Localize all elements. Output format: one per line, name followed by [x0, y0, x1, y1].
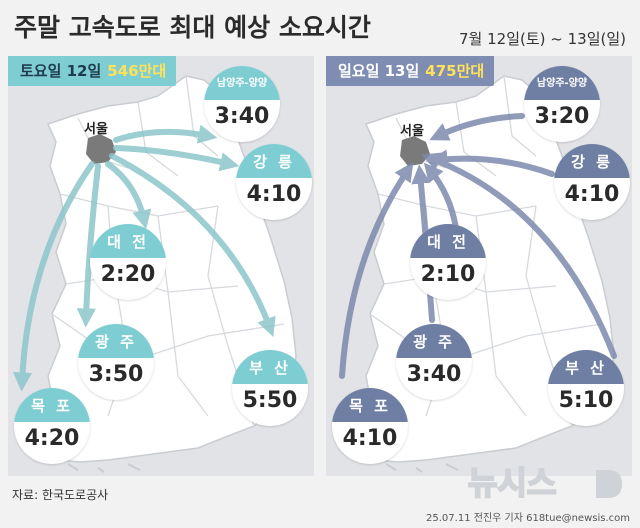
seoul-marker [86, 134, 116, 164]
route-arrow-busan [421, 152, 617, 359]
route-arrow-gangneung [113, 145, 240, 172]
badge-time: 2:20 [100, 262, 156, 287]
logo-mark [596, 470, 622, 498]
route-arrow-mokpo [339, 162, 414, 379]
badge-gangneung: 강 릉 4:10 [236, 144, 312, 220]
route-arrow-gangneung [428, 149, 555, 177]
badge-city: 부 산 [232, 350, 308, 384]
route-arrow-daejeon [423, 162, 459, 231]
badge-time: 2:10 [420, 262, 476, 287]
credit-line: 25.07.11 전진우 기자 618tue@newsis.com [426, 513, 630, 524]
badge-busan: 부 산 5:50 [232, 350, 308, 426]
badge-time: 3:40 [406, 362, 462, 387]
badge-time: 4:20 [24, 426, 80, 451]
badge-time: 4:10 [342, 426, 398, 451]
route-arrow-mokpo [12, 161, 95, 392]
badge-time: 3:20 [534, 104, 590, 129]
sunday-header: 일요일 13일 475만대 [326, 56, 495, 86]
badge-yangyang: 남양주-양양 3:40 [204, 66, 280, 142]
badge-daejeon: 대 전 2:10 [410, 224, 486, 300]
saturday-traffic: 546만대 [107, 62, 167, 80]
page-title: 주말 고속도로 최대 예상 소요시간 [14, 13, 371, 42]
badge-gwangju: 광 주 3:40 [396, 324, 472, 400]
badge-gangneung: 강 릉 4:10 [554, 144, 630, 220]
badge-busan: 부 산 5:10 [548, 350, 624, 426]
badge-time: 3:40 [214, 104, 270, 129]
badge-mokpo: 목 포 4:10 [332, 388, 408, 464]
badge-time: 5:10 [558, 388, 614, 413]
route-arrow-yangyang [113, 124, 218, 144]
source-note: 자료: 한국도로공사 [12, 488, 109, 502]
badge-yangyang: 남양주-양양 3:20 [524, 66, 600, 142]
sunday-panel: 일요일 13일 475만대 서울 남양주-양양 3:20 강 릉 4:10 대 전… [326, 56, 632, 476]
saturday-label: 토요일 12일 [20, 62, 102, 80]
badge-time: 5:50 [242, 388, 298, 413]
date-range: 7월 12일(토) ~ 13일(일) [459, 30, 626, 48]
seoul-label: 서울 [400, 124, 424, 139]
sunday-label: 일요일 13일 [338, 62, 420, 80]
seoul-label: 서울 [84, 122, 108, 137]
route-arrow-daejeon [105, 161, 152, 230]
badge-gwangju: 광 주 3:50 [78, 324, 154, 400]
saturday-panel: 토요일 12일 546만대 서울 남양주-양양 3:40 강 릉 4:10 대 전… [8, 56, 314, 476]
route-arrow-yangyang [429, 113, 525, 141]
route-arrow-busan [109, 153, 276, 337]
route-arrow-gwangju [76, 163, 101, 328]
badge-time: 3:50 [88, 362, 144, 387]
badge-daejeon: 대 전 2:20 [90, 224, 166, 300]
badge-time: 4:10 [564, 182, 620, 207]
badge-mokpo: 목 포 4:20 [14, 388, 90, 464]
saturday-header: 토요일 12일 546만대 [8, 56, 177, 86]
sunday-traffic: 475만대 [425, 62, 485, 80]
newsis-logo: 뉴시스 [468, 463, 622, 502]
badge-time: 4:10 [246, 182, 302, 207]
logo-text: 뉴시스 [468, 464, 556, 502]
